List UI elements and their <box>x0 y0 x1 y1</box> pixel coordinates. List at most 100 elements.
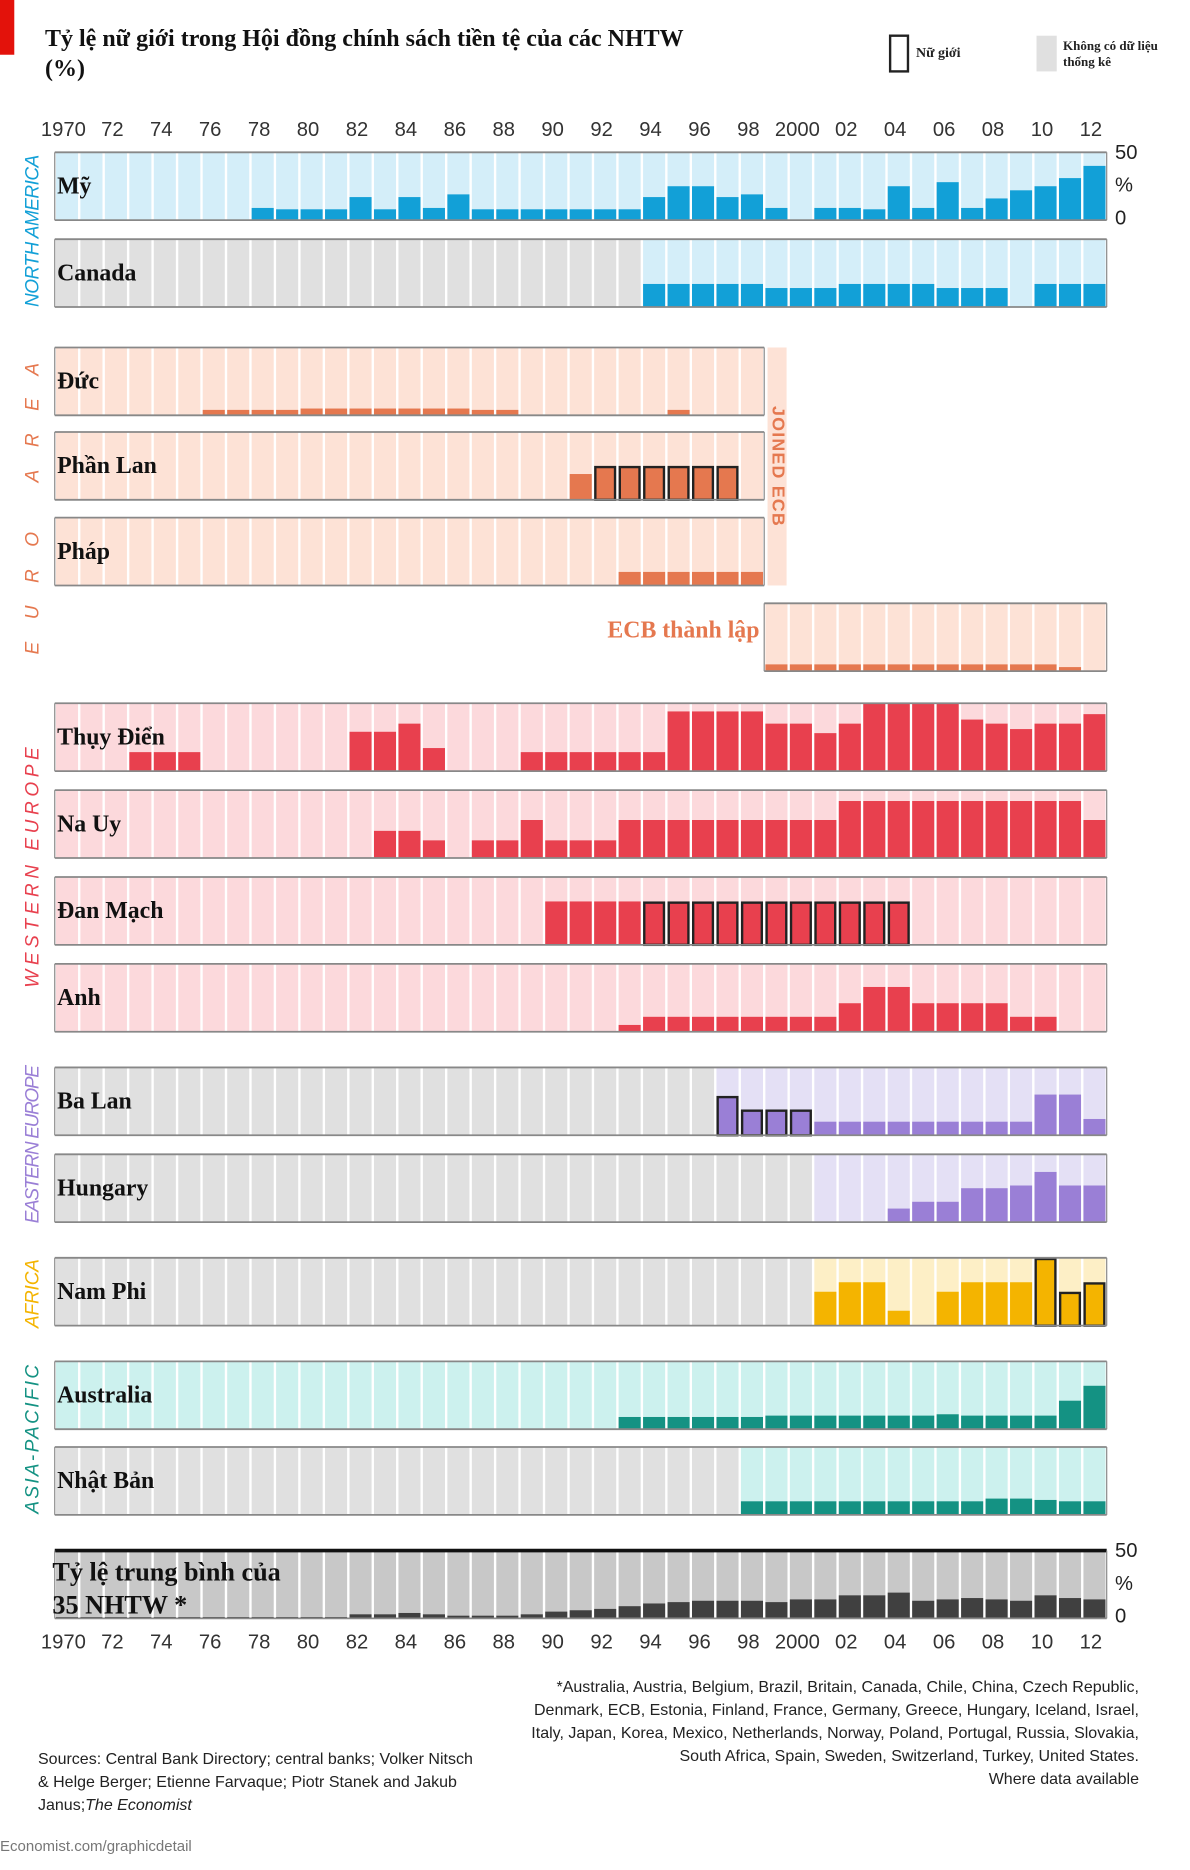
year-cell <box>594 1067 617 1136</box>
year-cell <box>569 152 592 221</box>
bar <box>1034 1171 1057 1223</box>
bar <box>887 703 910 772</box>
bar <box>667 283 690 308</box>
bar <box>887 1310 910 1326</box>
x-tick-label: 1970 <box>41 119 86 141</box>
year-cell <box>227 1257 250 1326</box>
year-cell <box>373 431 397 500</box>
bar <box>887 1501 910 1515</box>
year-cell <box>643 347 666 416</box>
bar <box>569 752 592 772</box>
year-cell <box>202 1361 225 1430</box>
bar <box>1083 1185 1106 1223</box>
year-cell <box>349 517 372 586</box>
year-cell <box>569 1550 592 1619</box>
year-cell <box>227 703 250 772</box>
year-cell <box>1083 877 1106 945</box>
year-cell <box>863 1067 886 1136</box>
year-cell <box>545 1361 568 1430</box>
region-label: EURO AREA <box>22 363 43 655</box>
bar <box>129 752 152 772</box>
x-tick-label: 10 <box>1031 1632 1054 1654</box>
bar <box>373 408 397 416</box>
bar <box>422 207 445 221</box>
bar <box>569 840 592 858</box>
year-cell <box>80 790 103 858</box>
year-cell <box>643 517 666 586</box>
year-cell <box>251 790 274 858</box>
bar <box>1010 1282 1033 1326</box>
year-cell <box>496 703 519 772</box>
bar <box>789 288 812 308</box>
bar <box>912 1201 935 1223</box>
year-cell <box>251 1154 274 1223</box>
year-cell <box>545 1257 568 1326</box>
year-cell <box>153 1361 176 1430</box>
year-cell <box>740 517 764 586</box>
year-cell <box>618 1447 641 1515</box>
year-cell <box>471 239 494 308</box>
year-cell <box>55 963 79 1032</box>
year-cell <box>447 431 470 500</box>
bar <box>1034 1595 1057 1619</box>
year-cell <box>863 1447 886 1515</box>
year-cell <box>104 1550 127 1619</box>
bar <box>814 664 837 672</box>
year-cell <box>398 877 421 945</box>
year-cell <box>838 1067 861 1136</box>
x-tick-label: 96 <box>688 119 711 141</box>
year-cell <box>178 239 201 308</box>
year-cell <box>643 1067 666 1136</box>
bar <box>838 207 861 221</box>
year-cell <box>447 790 470 858</box>
bar <box>887 1592 910 1619</box>
bar <box>1034 283 1057 308</box>
bar <box>912 801 935 858</box>
bar <box>545 1611 568 1619</box>
year-cell <box>1058 603 1082 672</box>
bar <box>912 1600 935 1619</box>
joined-ecb-label: JOINED ECB <box>768 406 788 527</box>
bar <box>814 1599 837 1619</box>
y-unit: % <box>1115 175 1133 197</box>
year-cell <box>618 1361 641 1430</box>
x-tick-label: 12 <box>1080 1632 1103 1654</box>
year-cell <box>985 1067 1008 1136</box>
year-cell <box>153 877 176 945</box>
year-cell <box>104 347 127 416</box>
bar <box>716 197 739 221</box>
year-cell <box>300 963 323 1032</box>
bar <box>863 1121 886 1136</box>
chart-title: Tỷ lệ nữ giới trong Hội đồng chính sách … <box>45 26 684 82</box>
year-cell <box>300 790 323 858</box>
bar <box>936 1501 959 1515</box>
x-tick-label: 94 <box>639 1632 662 1654</box>
year-cell <box>178 1067 201 1136</box>
year-cell <box>251 239 274 308</box>
sources-publisher: The Economist <box>85 1797 192 1814</box>
year-cell <box>227 1550 250 1619</box>
year-cell <box>276 1447 299 1515</box>
year-cell <box>814 1361 837 1430</box>
year-cell <box>104 963 127 1032</box>
bar <box>716 283 739 308</box>
year-cell <box>276 790 299 858</box>
bar <box>227 409 250 416</box>
year-cell <box>520 963 543 1032</box>
bar <box>985 198 1008 221</box>
bar <box>276 409 299 416</box>
year-cell <box>325 1154 348 1223</box>
bar <box>814 733 837 772</box>
bar <box>912 1415 935 1430</box>
year-cell <box>961 1447 984 1515</box>
year-cell <box>227 517 250 586</box>
year-cell <box>643 1550 666 1619</box>
year-cell <box>104 152 127 221</box>
year-cell <box>373 1550 397 1619</box>
year-cell <box>202 703 225 772</box>
year-cell <box>276 1154 299 1223</box>
bar <box>618 209 641 221</box>
year-cell <box>349 1154 372 1223</box>
year-cell <box>569 239 592 308</box>
